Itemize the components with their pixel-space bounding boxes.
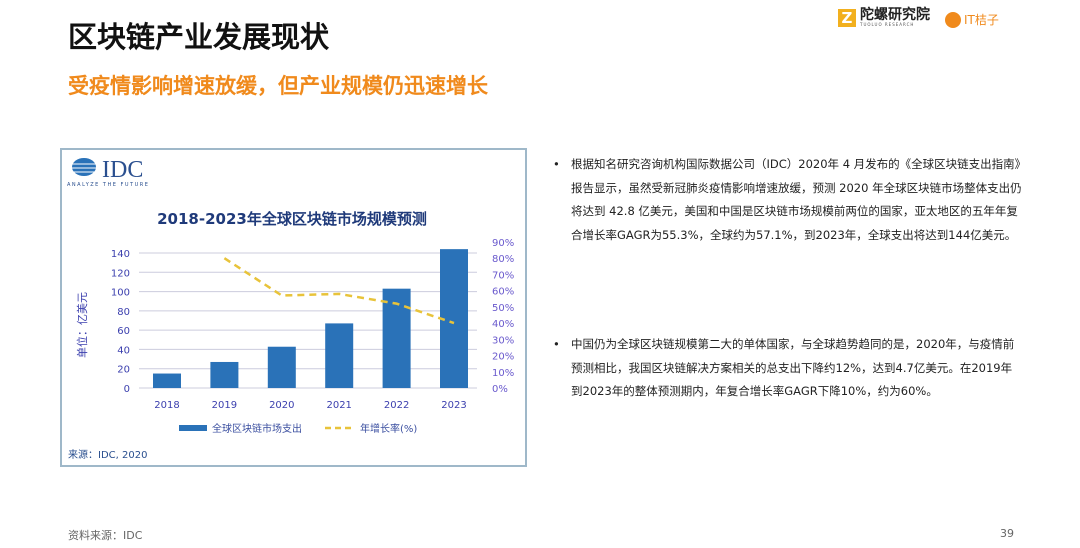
x-tick-label: 2022 bbox=[384, 400, 409, 411]
y2-tick-label: 30% bbox=[492, 335, 514, 346]
y-tick-label: 140 bbox=[111, 249, 130, 260]
growth-rate-line bbox=[223, 257, 455, 325]
chart-svg: IDC ANALYZE THE FUTURE 2018-2023年全球区块链市场… bbox=[67, 157, 514, 461]
y2-tick-label: 10% bbox=[492, 368, 514, 379]
y-tick-label: 20 bbox=[117, 365, 130, 376]
bullet-2: 中国仍为全球区块链规模第二大的单体国家，与全球趋势趋同的是，2020年，与疫情前… bbox=[553, 333, 1023, 404]
page-subtitle: 受疫情影响增速放缓，但产业规模仍迅速增长 bbox=[68, 74, 488, 98]
x-tick-label: 2023 bbox=[441, 400, 466, 411]
x-tick-label: 2021 bbox=[326, 400, 351, 411]
tuoluo-logo: Z 陀螺研究院 TUOLUO RESEARCH bbox=[838, 8, 930, 27]
legend-line-label: 年增长率(%) bbox=[360, 422, 417, 435]
bar-2020 bbox=[267, 346, 296, 388]
idc-logo: IDC ANALYZE THE FUTURE bbox=[67, 157, 149, 188]
page-number: 39 bbox=[1000, 527, 1014, 540]
orange-icon bbox=[945, 11, 961, 28]
itjuzi-name: IT桔子 bbox=[964, 13, 999, 27]
bar-2021 bbox=[325, 323, 354, 388]
chart-container: IDC ANALYZE THE FUTURE 2018-2023年全球区块链市场… bbox=[60, 148, 527, 467]
y2-tick-label: 70% bbox=[492, 270, 514, 281]
y-tick-label: 0 bbox=[124, 384, 130, 395]
legend: 全球区块链市场支出 年增长率(%) bbox=[179, 422, 417, 435]
y-tick-label: 120 bbox=[111, 268, 130, 279]
svg-text:IDC: IDC bbox=[102, 157, 143, 183]
bar-2018 bbox=[153, 373, 181, 388]
tuoluo-z-icon: Z bbox=[838, 8, 856, 27]
y2-tick-label: 0% bbox=[492, 384, 508, 395]
y2-tick-label: 50% bbox=[492, 303, 514, 314]
y-axis-label: 单位：亿美元 bbox=[75, 292, 89, 358]
y2-tick-label: 40% bbox=[492, 319, 514, 330]
chart-source: 来源：IDC, 2020 bbox=[68, 448, 147, 461]
bar-2023 bbox=[440, 249, 468, 388]
bullet-text: 中国仍为全球区块链规模第二大的单体国家，与全球趋势趋同的是，2020年，与疫情前… bbox=[553, 333, 1023, 404]
y-tick-label: 40 bbox=[117, 345, 130, 356]
itjuzi-logo: IT桔子 bbox=[945, 11, 999, 28]
y2-tick-label: 60% bbox=[492, 287, 514, 298]
y-tick-label: 80 bbox=[117, 307, 130, 318]
y-tick-label: 60 bbox=[117, 326, 130, 337]
footer-source: 资料来源：IDC bbox=[68, 529, 143, 542]
tuoluo-name: 陀螺研究院 bbox=[860, 7, 930, 23]
y2-tick-label: 80% bbox=[492, 254, 514, 265]
page-title: 区块链产业发展现状 bbox=[68, 20, 330, 54]
y2-tick-label: 90% bbox=[492, 238, 514, 249]
x-tick-label: 2020 bbox=[269, 400, 294, 411]
x-tick-label: 2019 bbox=[212, 400, 237, 411]
svg-text:ANALYZE THE FUTURE: ANALYZE THE FUTURE bbox=[67, 182, 149, 188]
x-tick-label: 2018 bbox=[154, 400, 179, 411]
y-tick-label: 100 bbox=[111, 288, 130, 299]
bar-2019 bbox=[210, 361, 239, 388]
bullet-text: 根据知名研究咨询机构国际数据公司（IDC）2020年 4 月发布的《全球区块链支… bbox=[553, 153, 1023, 247]
tuoluo-en: TUOLUO RESEARCH bbox=[860, 22, 915, 27]
y2-tick-label: 20% bbox=[492, 352, 514, 363]
legend-bar-swatch bbox=[179, 425, 207, 431]
legend-bar-label: 全球区块链市场支出 bbox=[212, 422, 302, 435]
chart-title: 2018-2023年全球区块链市场规模预测 bbox=[157, 210, 427, 228]
bar-2022 bbox=[382, 288, 411, 388]
bullet-1: 根据知名研究咨询机构国际数据公司（IDC）2020年 4 月发布的《全球区块链支… bbox=[553, 153, 1023, 247]
